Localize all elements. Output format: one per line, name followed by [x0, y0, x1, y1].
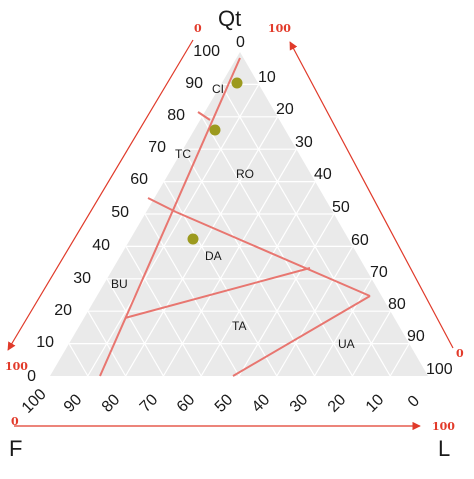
sample-point: [187, 233, 199, 245]
bottom-tick: 70: [137, 391, 162, 416]
left-tick: 30: [73, 270, 91, 287]
grid-line: [389, 343, 410, 377]
sample-point: [209, 124, 221, 136]
left-arrow-end-label: 100: [5, 360, 28, 373]
triangle-grid: [68, 83, 410, 377]
left-tick: 10: [36, 334, 54, 351]
right-tick: 10: [258, 69, 276, 86]
left-scale-arrow: [7, 39, 194, 351]
left-tick: 50: [111, 204, 129, 221]
grid-line: [106, 278, 164, 377]
field-label-bu: BU: [111, 277, 128, 291]
left-tick: 20: [54, 302, 72, 319]
scale-arrows: [7, 39, 454, 431]
bottom-tick: 80: [99, 391, 124, 416]
bottom-tick: 60: [174, 391, 199, 416]
left-tick: 100: [193, 43, 220, 60]
left-tick: 70: [148, 139, 166, 156]
bottom-edge-scale: 100 90 80 70 60 50 40 30 20 10 0: [19, 386, 423, 417]
grid-line: [144, 213, 240, 377]
grid-line: [68, 343, 89, 377]
bottom-tick: 0: [405, 392, 423, 410]
right-tick: 90: [407, 328, 425, 345]
bottom-tick: 30: [287, 391, 312, 416]
left-edge-scale: 100 90 80 70 60 50 40 30 20 10 0: [27, 43, 220, 385]
sample-points: [187, 77, 243, 245]
grid-line: [220, 84, 391, 377]
boundary-ci-tc: [197, 111, 211, 121]
left-tick: 60: [130, 171, 148, 188]
apex-label-qt: Qt: [218, 6, 241, 31]
grid-line: [238, 213, 335, 377]
right-edge-scale: 0 10 20 30 40 50 60 70 80 90 100: [236, 34, 453, 378]
right-tick: 0: [236, 34, 245, 51]
right-tick: 50: [332, 199, 350, 216]
right-arrow-end-label: 0: [456, 347, 464, 360]
boundary-da-ta: [124, 267, 311, 319]
boundary-tc-da: [147, 197, 177, 213]
apex-label-l: L: [438, 436, 450, 461]
field-boundaries: [99, 57, 371, 377]
left-tick: 0: [27, 368, 36, 385]
bottom-tick: 10: [363, 391, 388, 416]
field-labels: CI TC RO DA BU TA UA: [111, 82, 355, 351]
grid-line: [182, 148, 316, 377]
grid-line: [314, 278, 373, 377]
bottom-arrow-start-label: 0: [11, 415, 19, 428]
field-label-tc: TC: [175, 147, 191, 161]
boundary-da-upper: [175, 211, 371, 297]
left-arrow-start-label: 0: [194, 22, 202, 35]
left-tick: 90: [185, 75, 203, 92]
right-arrow-start-label: 100: [268, 22, 291, 35]
boundary-main-diagonal: [99, 57, 241, 377]
right-tick: 80: [388, 296, 406, 313]
field-label-ci: CI: [212, 82, 224, 96]
right-tick: 30: [295, 134, 313, 151]
right-tick: 70: [370, 264, 388, 281]
grid-line: [201, 116, 353, 377]
right-scale-arrow: [289, 41, 454, 349]
sample-point: [231, 77, 243, 89]
field-label-da: DA: [205, 249, 222, 263]
bottom-tick: 90: [61, 391, 86, 416]
bottom-arrow-end-label: 100: [432, 420, 455, 433]
bottom-tick: 20: [325, 391, 350, 416]
bottom-tick: 40: [249, 391, 274, 416]
field-label-ro: RO: [236, 167, 254, 181]
right-tick: 20: [276, 101, 294, 118]
field-label-ta: TA: [232, 319, 246, 333]
right-tick: 40: [314, 166, 332, 183]
left-tick: 40: [92, 237, 110, 254]
grid-line: [87, 84, 260, 377]
right-tick: 60: [351, 232, 369, 249]
bottom-tick: 50: [212, 391, 237, 416]
right-tick: 100: [426, 361, 453, 378]
apex-label-f: F: [9, 436, 22, 461]
left-tick: 80: [167, 107, 185, 124]
grid-line: [162, 148, 297, 377]
boundary-ta-ua: [232, 295, 371, 377]
bottom-tick: 100: [19, 386, 50, 417]
field-label-ua: UA: [338, 337, 355, 351]
grid-line: [125, 116, 279, 377]
